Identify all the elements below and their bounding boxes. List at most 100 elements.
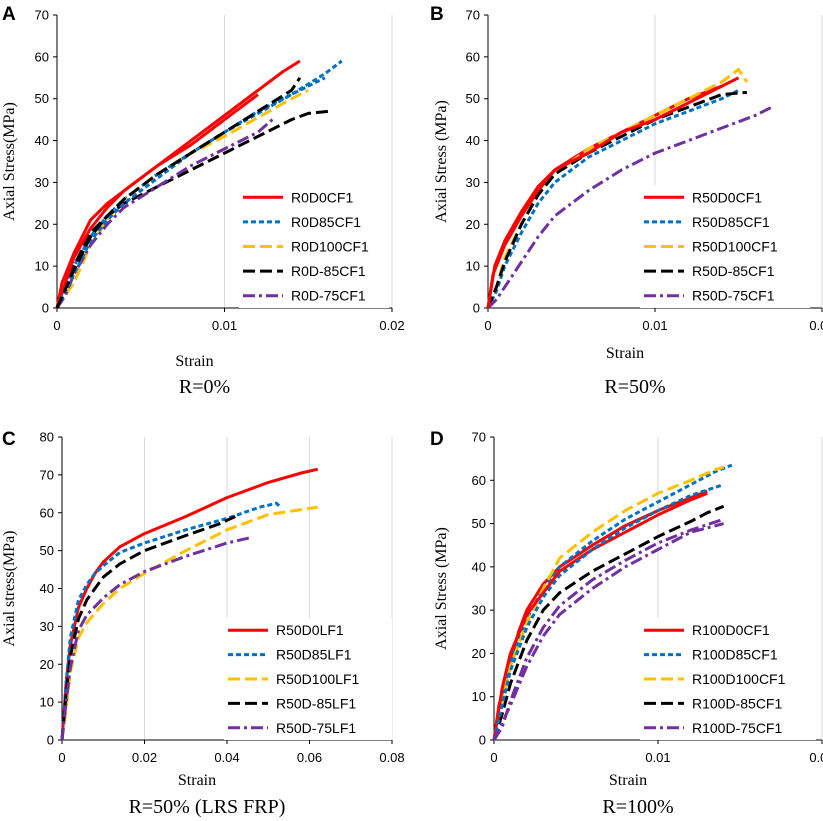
x-tick-label: 0.01 (212, 318, 237, 333)
y-tick-label: 70 (466, 8, 480, 23)
series-line (486, 67, 749, 309)
chart-panel-a: A 0 10 20 30 40 50 60 70 0 0.01 0.02 Strain Axial Str… (1, 4, 405, 398)
y-tick-label: 60 (472, 473, 486, 488)
x-axis-title: Strain (175, 353, 213, 370)
series-line (486, 84, 723, 309)
y-axis-title: Axial Stress(MPa) (1, 102, 18, 221)
legend-label: R50D-75LF1 (276, 720, 356, 736)
legend-label: R50D100LF1 (276, 671, 359, 687)
y-tick-label: 10 (40, 695, 54, 710)
y-tick-label: 60 (40, 505, 54, 520)
legend-label: R0D85CF1 (291, 214, 361, 230)
panel-letter: D (430, 429, 444, 450)
legend-label: R100D-75CF1 (692, 720, 782, 736)
legend-label: R50D0CF1 (692, 189, 762, 205)
legend-label: R0D100CF1 (291, 239, 369, 255)
legend-label: R50D-85CF1 (692, 263, 775, 279)
x-tick-label: 0 (58, 750, 65, 765)
y-tick-label: 60 (466, 49, 480, 64)
x-tick-label: 0 (53, 318, 60, 333)
series-line (492, 504, 725, 741)
chart-panel-c: C 0 10 20 30 40 50 60 70 80 0 0.02 0.04 0.06 0.08 Strai… (1, 429, 405, 818)
y-tick-label: 20 (40, 657, 54, 672)
y-tick-label: 40 (35, 133, 49, 148)
x-tick-label: 0 (490, 750, 497, 765)
chart-panel-b: B 0 10 20 30 40 50 60 70 0 0.01 0.02 Strain Axial Str… (430, 4, 823, 398)
legend-label: R50D85LF1 (276, 647, 352, 663)
x-tick-label: 0.02 (809, 318, 823, 333)
series-line (60, 515, 236, 741)
series-line (55, 76, 302, 309)
panel-letter: A (2, 4, 16, 25)
panel-caption: R=0% (179, 376, 230, 398)
x-tick-label: 0.08 (379, 750, 404, 765)
y-tick-label: 50 (466, 91, 480, 106)
x-tick-label: 0.02 (379, 318, 404, 333)
legend-label: R50D0LF1 (276, 622, 344, 638)
panel-caption: R=100% (602, 796, 673, 818)
panel-caption: R=50% (LRS FRP) (129, 796, 286, 818)
panel-letter: B (430, 4, 444, 25)
legend-label: R50D100CF1 (692, 239, 778, 255)
x-tick-label: 0.01 (645, 750, 670, 765)
legend: R50D0CF1 R50D85CF1 R50D100CF1 R50D-85CF1 R50… (640, 185, 810, 308)
y-tick-label: 20 (35, 217, 49, 232)
legend: R50D0LF1 R50D85LF1 R50D100LF1 R50D-85LF1 R50… (224, 618, 392, 740)
y-tick-label: 80 (40, 430, 54, 445)
x-axis-title: Strain (178, 772, 216, 789)
legend-label: R100D0CF1 (692, 622, 770, 638)
y-axis-title: Axial Stress (MPa) (433, 527, 450, 650)
legend-label: R100D100CF1 (692, 671, 786, 687)
y-tick-label: 60 (35, 49, 49, 64)
x-tick-label: 0.06 (297, 750, 322, 765)
y-tick-label: 30 (472, 603, 486, 618)
series-line (492, 483, 725, 741)
legend: R0D0CF1 R0D85CF1 R0D100CF1 R0D-85CF1 R0D-75C… (239, 185, 389, 308)
chart-panel-d: D 0 10 20 30 40 50 60 70 0 0.01 0.02 Strain Axial Str… (430, 429, 823, 818)
y-axis-title: Axial Stress (MPa) (433, 100, 450, 223)
legend-label: R100D-85CF1 (692, 695, 782, 711)
series-line (486, 90, 748, 309)
y-tick-label: 70 (35, 8, 49, 23)
legend: R100D0CF1 R100D85CF1 R100D100CF1 R100D-85CF… (640, 618, 816, 740)
y-tick-label: 30 (466, 175, 480, 190)
legend-label: R0D-85CF1 (291, 263, 366, 279)
y-tick-label: 70 (40, 467, 54, 482)
y-tick-label: 40 (472, 559, 486, 574)
y-axis-title: Axial stress(MPa) (1, 531, 18, 647)
x-tick-label: 0.02 (132, 750, 157, 765)
panel-letter: C (2, 429, 16, 450)
panel-caption: R=50% (604, 376, 665, 398)
series-line (60, 467, 319, 741)
legend-label: R100D85CF1 (692, 647, 778, 663)
x-tick-label: 0.02 (809, 750, 823, 765)
series-line (60, 535, 253, 741)
x-tick-label: 0.01 (642, 318, 667, 333)
series-line (492, 465, 724, 741)
series-line (60, 501, 282, 741)
y-tick-label: 50 (472, 516, 486, 531)
series-line (486, 105, 773, 310)
y-tick-label: 40 (40, 581, 54, 596)
legend-label: R50D85CF1 (692, 214, 770, 230)
y-tick-label: 30 (35, 175, 49, 190)
x-tick-label: 0 (484, 318, 491, 333)
y-tick-label: 10 (35, 259, 49, 274)
series-line (492, 491, 708, 741)
y-tick-label: 50 (35, 91, 49, 106)
y-tick-label: 0 (47, 733, 54, 748)
series-line (492, 522, 724, 741)
y-tick-label: 50 (40, 543, 54, 558)
series-line (55, 76, 326, 309)
legend-label: R0D-75CF1 (291, 288, 366, 304)
y-tick-label: 30 (40, 619, 54, 634)
y-tick-label: 0 (479, 733, 486, 748)
legend-label: R0D0CF1 (291, 189, 353, 205)
x-tick-label: 0.04 (214, 750, 239, 765)
legend-label: R50D-85LF1 (276, 695, 356, 711)
y-tick-label: 20 (472, 646, 486, 661)
legend-label: R50D-75CF1 (692, 288, 775, 304)
y-tick-label: 20 (466, 217, 480, 232)
y-tick-label: 10 (466, 259, 480, 274)
